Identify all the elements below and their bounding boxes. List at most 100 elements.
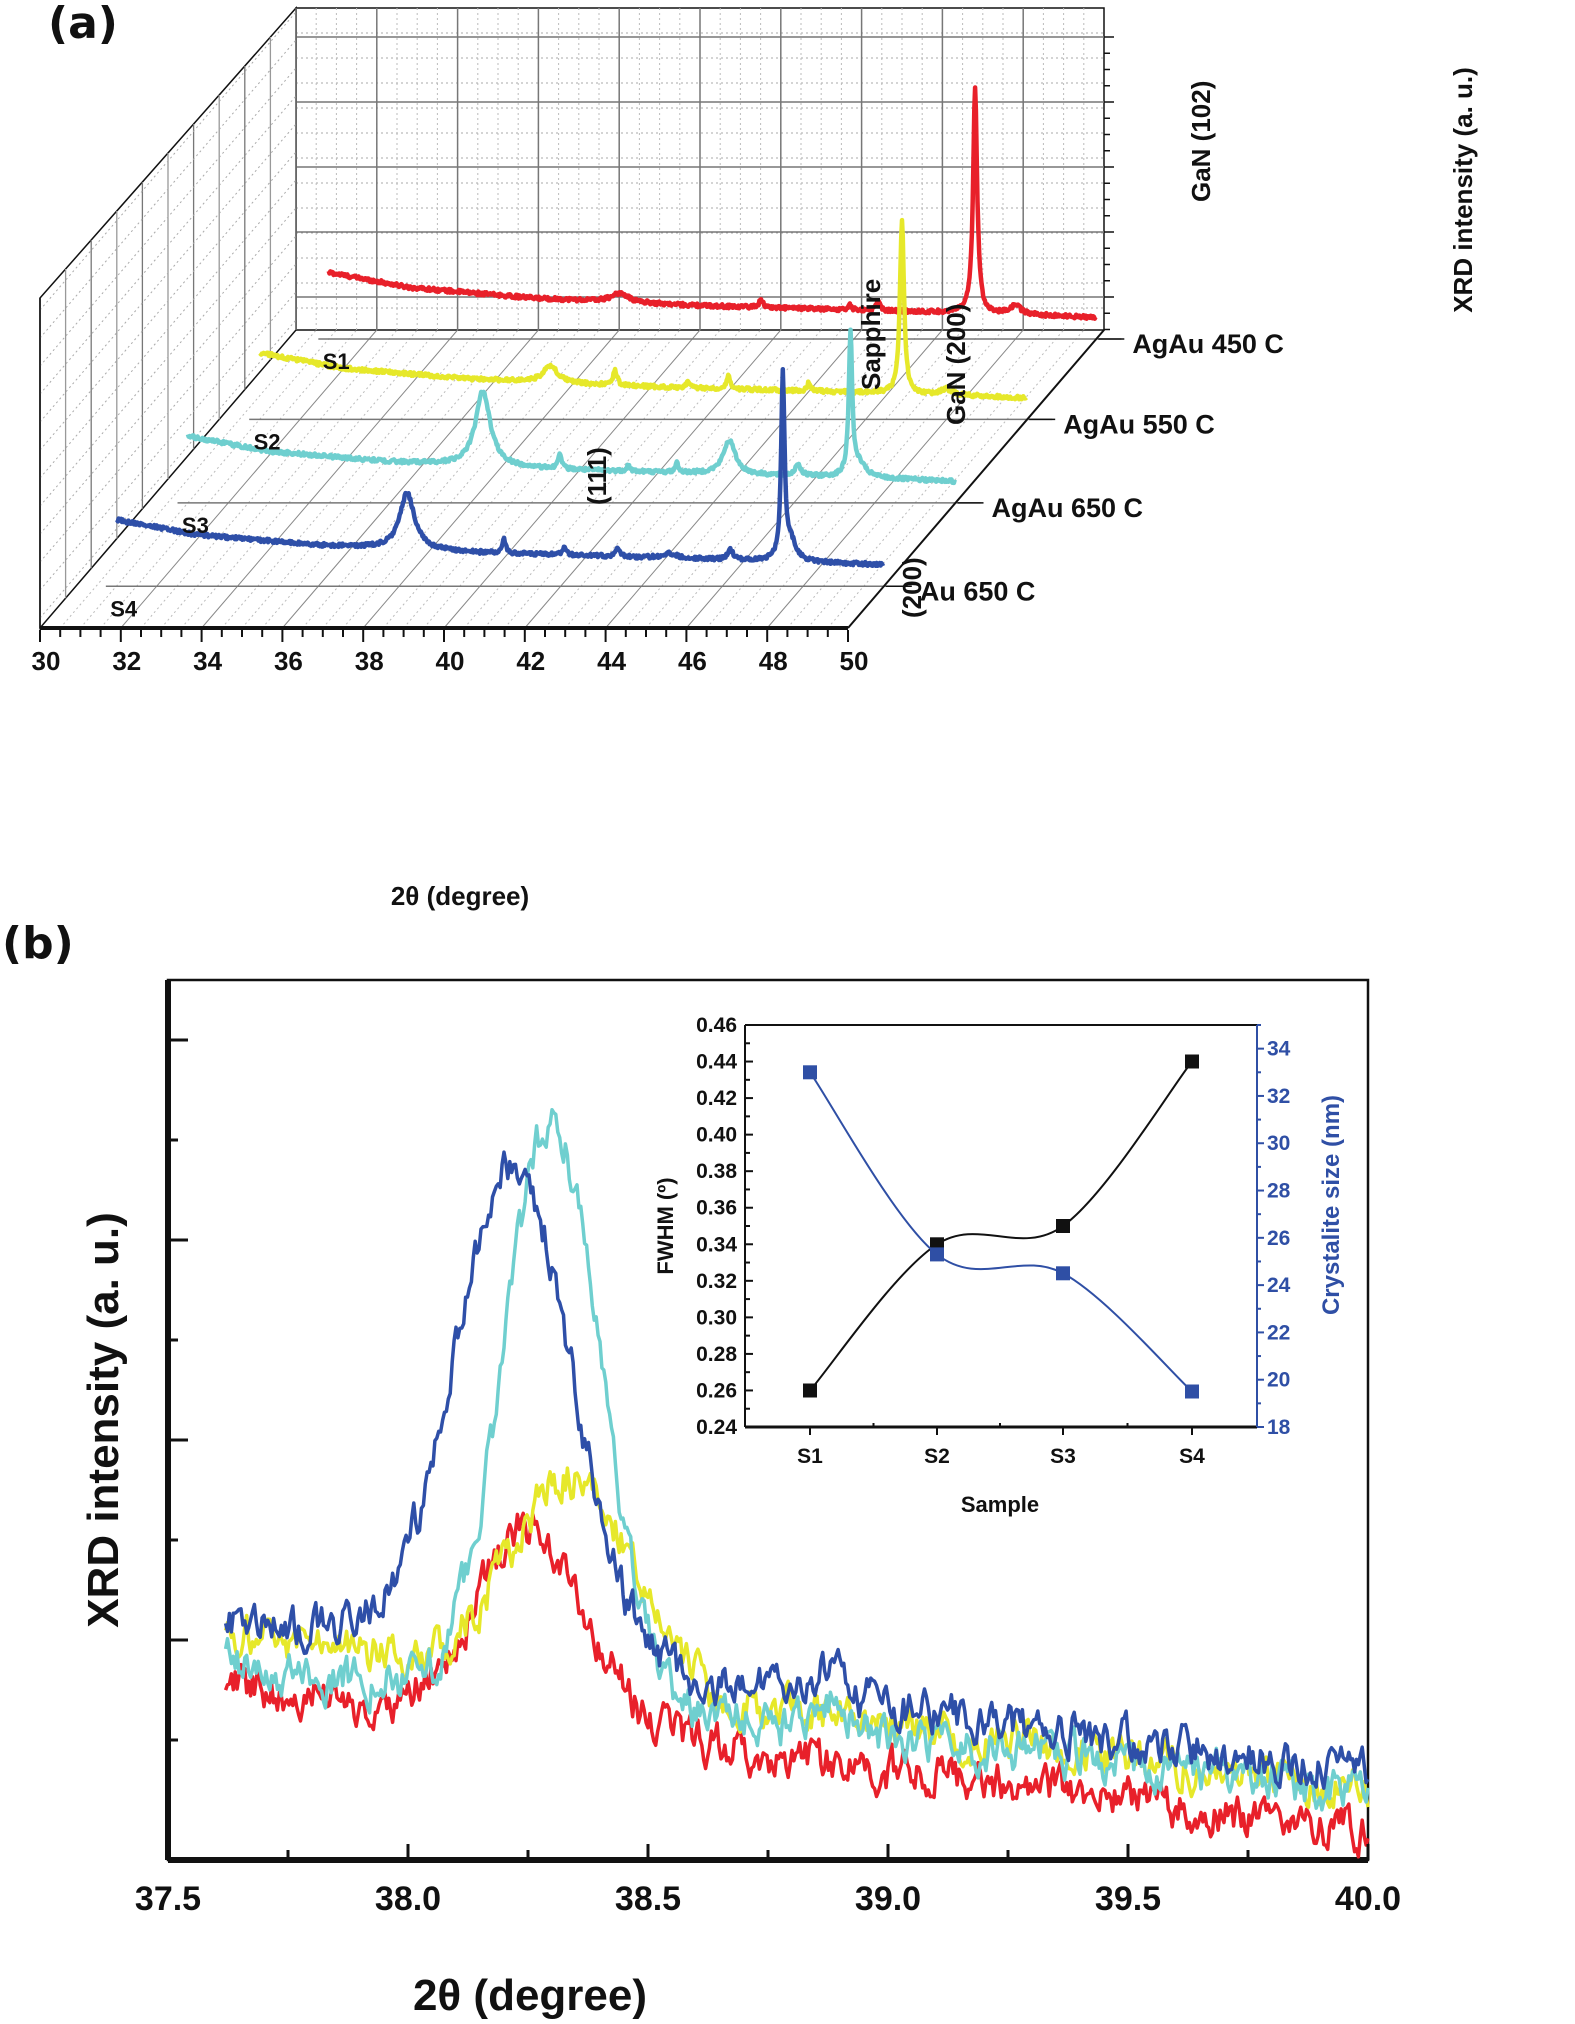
inset-y-tick-label: 0.36	[696, 1197, 737, 1220]
a-floor-gridline	[544, 329, 802, 629]
panel-b-xrd-zoom: (b) 37.5 38.0 38.5 39.0 39.5 40.0 2θ (degree)…	[2, 918, 1401, 2020]
a-peak-annotation: (111)	[582, 447, 612, 505]
a-series-labels: AgAu 450 C AgAu 550 C AgAu 650 C Au 650 C	[920, 329, 1284, 606]
a-floor-gridline	[181, 329, 438, 629]
a-series-label: AgAu 450 C	[1132, 329, 1284, 359]
inset-y-tick-label: 0.44	[696, 1051, 737, 1074]
b-inset-fwhm-crystallite: 0.24 0.26 0.28 0.30 0.32 0.34 0.36 0.38 0.40 0.42…	[653, 1014, 1345, 1517]
a-floor-gridline	[59, 329, 317, 629]
a-x-tick-label: 46	[678, 646, 707, 676]
a-x-tick-labels: 30 32 34 36 38 40 42 44 46 48 50	[32, 646, 869, 676]
a-series-tags: S1 S2 S3 S4	[110, 349, 349, 621]
inset-ticks: 0.24 0.26 0.28 0.30 0.32 0.34 0.36 0.38 0.40 0.42…	[696, 1014, 1291, 1468]
a-floor-gridline	[302, 329, 559, 629]
a-x-axis-title: 2θ (degree)	[391, 881, 529, 911]
a-floor-gridline	[322, 329, 580, 629]
inset-y-tick-label: 0.40	[696, 1124, 737, 1147]
b-y-axis-title: XRD intensity (a. u.)	[79, 1212, 128, 1628]
b-ticks: 37.5 38.0 38.5 39.0 39.5 40.0	[135, 1038, 1401, 1918]
a-x-tick-label: 40	[436, 646, 465, 676]
a-floor-gridline	[140, 329, 398, 629]
a-floor-gridline	[524, 329, 782, 629]
a-floor-gridline	[120, 329, 378, 629]
a-floor-gridline	[241, 329, 499, 629]
a-side-wall-hatch	[39, 95, 297, 395]
a-floor-gridline	[403, 329, 660, 629]
a-floor-gridline	[585, 329, 842, 629]
inset-y2-tick-label: 26	[1267, 1227, 1290, 1250]
inset-series-line-crystallite	[809, 1071, 1193, 1393]
inset-x-tick-label: S3	[1050, 1445, 1076, 1468]
a-floor-gridline	[100, 329, 357, 629]
a-series-line-s4	[114, 367, 886, 569]
panel-label-a: (a)	[48, 0, 118, 49]
inset-marker-fwhm	[1056, 1219, 1070, 1233]
inset-y2-tick-label: 32	[1267, 1085, 1290, 1108]
b-x-tick-label: 39.5	[1095, 1880, 1161, 1918]
inset-x-axis-title: Sample	[961, 1492, 1039, 1517]
a-side-wall-hatch	[39, 291, 297, 591]
a-axes	[39, 36, 1125, 642]
panel-a-3d-xrd: (a) 30 32 34 36 38 40 42 44 46 48 50 2θ (degree) X…	[32, 0, 1478, 911]
inset-marker-crystallite	[803, 1065, 817, 1080]
a-floor-gridline	[564, 329, 822, 629]
inset-y2-tick-label: 22	[1267, 1321, 1290, 1344]
inset-y2-tick-label: 30	[1267, 1132, 1290, 1155]
a-floor-gridline	[423, 329, 681, 629]
inset-y-tick-label: 0.30	[696, 1306, 737, 1329]
a-series-line-s2	[258, 217, 1028, 402]
a-side-wall-hatch	[39, 67, 297, 367]
inset-y-tick-label: 0.34	[696, 1233, 737, 1256]
a-annotations: (111) (200) Sapphire GaN (200) GaN (102)	[582, 81, 1216, 618]
a-x-tick-label: 38	[355, 646, 384, 676]
a-series-label: AgAu 550 C	[1063, 409, 1215, 439]
a-sample-tag-s1: S1	[323, 349, 350, 374]
inset-marker-crystallite	[1056, 1266, 1070, 1281]
a-x-tick-label: 44	[597, 646, 626, 676]
inset-x-tick-label: S1	[797, 1445, 823, 1468]
a-series-line-s1	[326, 85, 1098, 321]
a-sample-tag-s2: S2	[254, 429, 281, 454]
b-series-line	[223, 1150, 1370, 1790]
inset-background	[745, 1025, 1257, 1427]
a-floor-gridline	[605, 329, 862, 629]
a-side-wall-hatch	[39, 123, 297, 423]
b-x-tick-label: 40.0	[1335, 1880, 1401, 1918]
a-x-tick-label: 34	[193, 646, 222, 676]
a-floor-gridline	[261, 329, 519, 629]
a-floor-gridline	[463, 329, 721, 629]
a-series-label: Au 650 C	[920, 576, 1036, 606]
panel-label-b: (b)	[2, 918, 74, 969]
inset-y2-tick-label: 18	[1267, 1416, 1291, 1439]
a-side-wall-hatch	[39, 151, 297, 451]
a-peak-annotation: Sapphire	[856, 279, 886, 390]
a-x-tick-label: 42	[516, 646, 545, 676]
a-floor-gridline	[706, 329, 963, 629]
inset-y-tick-label: 0.32	[696, 1270, 737, 1293]
b-x-tick-label: 38.0	[375, 1880, 441, 1918]
inset-marker-crystallite	[930, 1247, 944, 1262]
a-x-tick-label: 48	[759, 646, 788, 676]
a-floor-gridline	[625, 329, 883, 629]
a-floor-gridline	[484, 329, 741, 629]
a-x-tick-label: 32	[112, 646, 141, 676]
inset-y2-axis-title: Crystalite size (nm)	[1318, 1095, 1345, 1315]
inset-x-tick-label: S4	[1179, 1445, 1205, 1468]
a-series-group	[114, 85, 1098, 569]
a-depth-axis	[847, 329, 1105, 629]
inset-y2-tick-label: 34	[1267, 1038, 1291, 1061]
a-side-wall-hatch	[39, 235, 297, 535]
inset-y2-tick-label: 28	[1267, 1180, 1291, 1203]
a-side-wall-hatch	[39, 39, 297, 339]
a-peak-annotation: GaN (102)	[1186, 81, 1216, 202]
a-z-axis-title: XRD intensity (a. u.)	[1448, 67, 1478, 313]
inset-y-axis-title: FWHM (º)	[653, 1177, 678, 1274]
a-side-wall-hatch	[39, 11, 297, 311]
a-side-wall-hatch	[39, 263, 297, 563]
a-floor-gridline	[160, 329, 418, 629]
b-series-line	[223, 1511, 1370, 1859]
a-floor-gridline	[665, 329, 923, 629]
a-floor-gridline	[201, 329, 458, 629]
inset-series-line-fwhm	[809, 1060, 1193, 1392]
b-x-tick-label: 38.5	[615, 1880, 681, 1918]
